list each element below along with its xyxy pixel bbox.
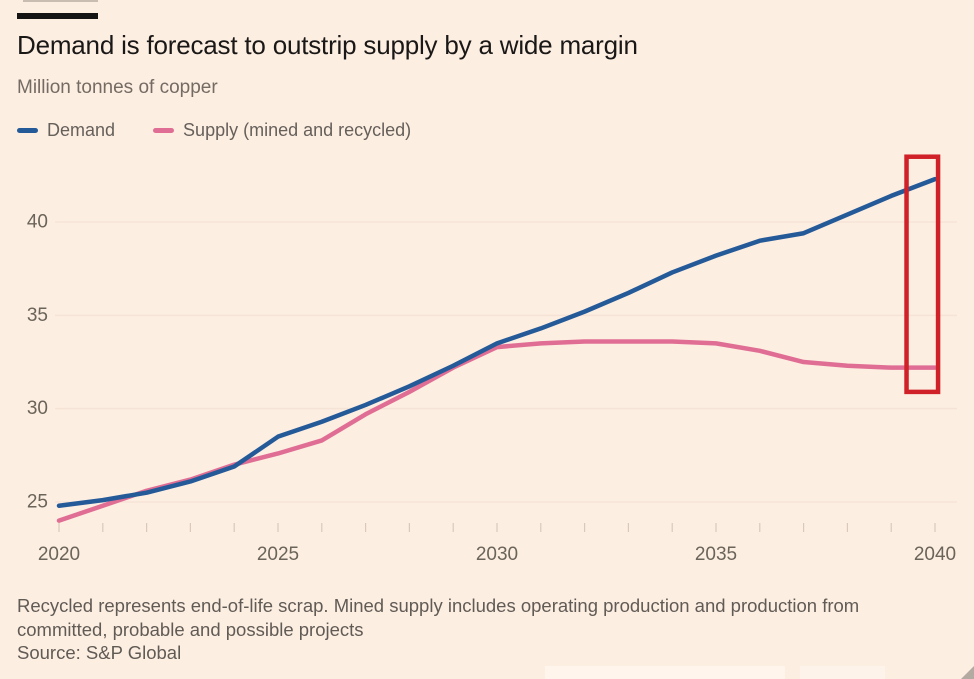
background-artifact bbox=[545, 666, 785, 679]
chart-unit-subtitle: Million tonnes of copper bbox=[17, 77, 218, 98]
y-axis-tick-label: 40 bbox=[27, 212, 48, 233]
title-rule-bar bbox=[17, 13, 98, 19]
x-axis-tick-label: 2020 bbox=[38, 544, 80, 565]
page-title: Demand is forecast to outstrip supply by… bbox=[17, 30, 638, 60]
legend-label-demand: Demand bbox=[47, 120, 116, 140]
chart-legend: Demand Supply (mined and recycled) bbox=[17, 120, 411, 141]
legend-item-supply: Supply (mined and recycled) bbox=[153, 120, 411, 141]
supply-line bbox=[56, 339, 938, 523]
top-edge-rule bbox=[23, 0, 98, 2]
y-axis-tick-label: 30 bbox=[27, 398, 48, 419]
y-axis-tick-label: 25 bbox=[27, 492, 48, 513]
corner-resize-triangle-icon bbox=[961, 666, 974, 679]
chart-source: Source: S&P Global bbox=[17, 642, 182, 663]
x-axis-tick-label: 2035 bbox=[695, 544, 737, 565]
x-axis-tick-label: 2040 bbox=[914, 544, 956, 565]
x-axis-tick-label: 2025 bbox=[257, 544, 299, 565]
chart-svg: 25 30 35 40 2020 2025 2030 2035 2040 bbox=[27, 154, 957, 565]
demand-line-swatch bbox=[17, 128, 38, 133]
x-axis-tick-label: 2030 bbox=[476, 544, 518, 565]
highlight-rect-annotation bbox=[904, 154, 941, 395]
y-axis-tick-label: 35 bbox=[27, 305, 48, 326]
legend-item-demand: Demand bbox=[17, 120, 115, 141]
background-artifact bbox=[800, 666, 885, 679]
legend-label-supply: Supply (mined and recycled) bbox=[183, 120, 412, 140]
chart-footnote: Recycled represents end-of-life scrap. M… bbox=[17, 595, 860, 640]
demand-line bbox=[56, 176, 938, 508]
supply-line-swatch bbox=[153, 128, 175, 133]
